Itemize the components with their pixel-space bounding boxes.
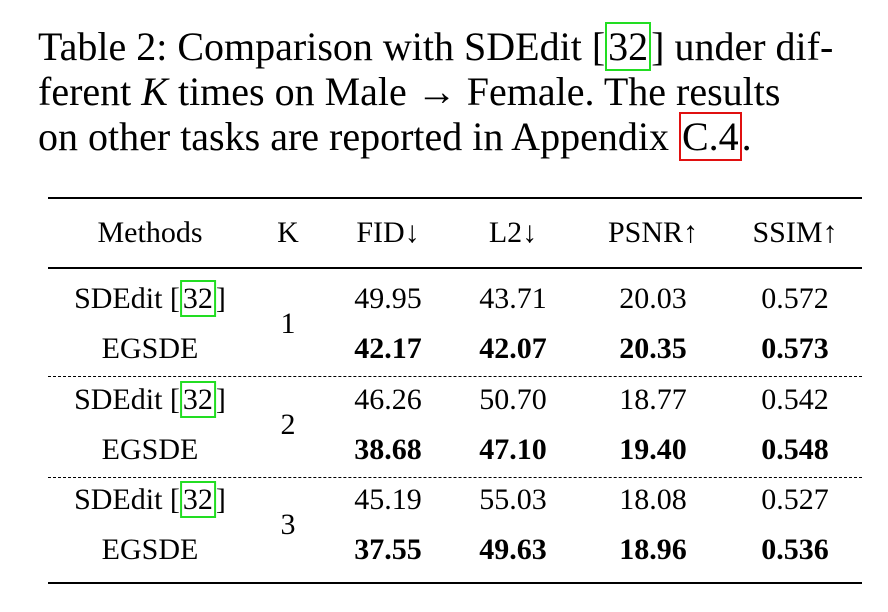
citation-link[interactable]: 32: [179, 280, 216, 317]
method-cell: EGSDE: [101, 533, 199, 566]
caption-line-2: ferent K times on Male → Female. The res…: [38, 69, 780, 114]
appendix-link[interactable]: C.4: [678, 112, 742, 161]
citation-link[interactable]: 32: [605, 22, 652, 71]
metric-value: 50.70: [479, 383, 547, 416]
metric-value: 43.71: [479, 282, 547, 315]
top-rule: [48, 197, 862, 199]
metric-value: 38.68: [354, 433, 422, 466]
metric-value: 0.527: [761, 483, 829, 516]
metric-value: 55.03: [479, 483, 547, 516]
method-cell: SDEdit [32]: [74, 381, 226, 418]
method-cell: SDEdit [32]: [74, 280, 226, 317]
metric-value: 0.572: [761, 282, 829, 315]
metric-value: 45.19: [354, 483, 422, 516]
caption-text: ] under dif-: [651, 24, 834, 69]
caption-text: times on Male → Female. The results: [167, 69, 781, 114]
citation-link[interactable]: 32: [179, 481, 216, 518]
metric-value: 18.96: [619, 533, 687, 566]
column-header: L2↓: [488, 216, 538, 249]
method-cell: SDEdit [32]: [74, 481, 226, 518]
caption-line-3: on other tasks are reported in Appendix …: [38, 112, 752, 161]
column-header: SSIM↑: [752, 216, 838, 249]
metric-value: 0.542: [761, 383, 829, 416]
metric-value: 19.40: [619, 433, 687, 466]
group-divider: [48, 477, 862, 478]
method-name: SDEdit [: [74, 483, 180, 516]
metric-value: 0.536: [761, 533, 829, 566]
metric-value: 42.17: [354, 332, 422, 365]
column-header: FID↓: [356, 216, 420, 249]
method-name: ]: [215, 383, 226, 416]
column-header: Methods: [97, 216, 203, 249]
metric-value: 47.10: [479, 433, 547, 466]
header-rule: [48, 267, 862, 269]
k-value: 1: [280, 307, 296, 340]
citation-link[interactable]: 32: [179, 381, 216, 418]
metric-value: 49.95: [354, 282, 422, 315]
group-divider: [48, 376, 862, 377]
metric-value: 0.573: [761, 332, 829, 365]
method-cell: EGSDE: [101, 433, 199, 466]
method-name: ]: [215, 282, 226, 315]
k-value: 2: [280, 408, 296, 441]
caption-text: .: [741, 114, 752, 159]
bottom-rule: [48, 582, 862, 584]
metric-value: 37.55: [354, 533, 422, 566]
metric-value: 18.08: [619, 483, 687, 516]
metric-value: 42.07: [479, 332, 547, 365]
metric-value: 18.77: [619, 383, 687, 416]
caption-text: Table 2: Comparison with SDEdit [: [38, 24, 606, 69]
method-name: SDEdit [: [74, 383, 180, 416]
method-name: SDEdit [: [74, 282, 180, 315]
caption-text: on other tasks are reported in Appendix: [38, 114, 679, 159]
column-header: PSNR↑: [607, 216, 699, 249]
column-header: K: [277, 216, 299, 249]
caption-text: ferent: [38, 69, 142, 114]
method-name: ]: [215, 483, 226, 516]
metric-value: 20.35: [619, 332, 687, 365]
metric-value: 0.548: [761, 433, 829, 466]
caption-variable: K: [141, 69, 168, 114]
metric-value: 20.03: [619, 282, 687, 315]
caption-line-1: Table 2: Comparison with SDEdit [32] und…: [38, 22, 834, 71]
method-cell: EGSDE: [101, 332, 199, 365]
metric-value: 49.63: [479, 533, 547, 566]
k-value: 3: [280, 508, 296, 541]
metric-value: 46.26: [354, 383, 422, 416]
